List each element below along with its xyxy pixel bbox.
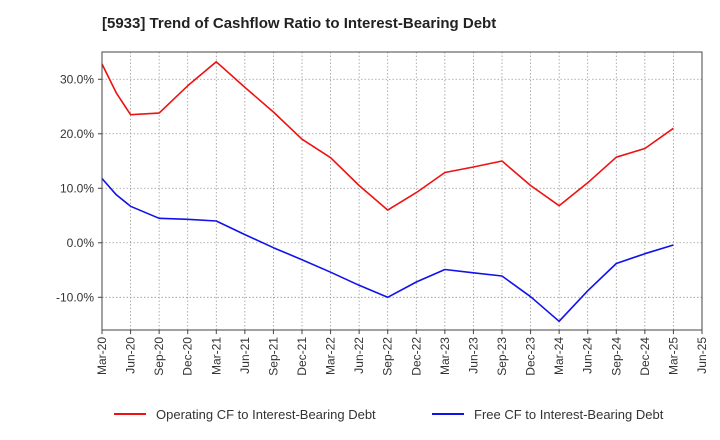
x-tick-label: Sep-20 xyxy=(152,337,166,376)
x-tick-label: Jun-23 xyxy=(466,337,480,374)
series-layer xyxy=(101,61,674,323)
series-line-1 xyxy=(101,61,674,211)
grid-layer xyxy=(102,52,702,330)
x-tick-label: Jun-24 xyxy=(581,337,595,374)
x-tick-label: Sep-23 xyxy=(495,337,509,376)
legend: Operating CF to Interest-Bearing Debt Fre… xyxy=(114,407,664,422)
y-tick-label: 10.0% xyxy=(60,181,94,195)
x-tick-label: Dec-20 xyxy=(181,337,195,376)
y-tick-label: 20.0% xyxy=(60,127,94,141)
x-tick-label: Jun-20 xyxy=(124,337,138,374)
x-tick-label: Jun-21 xyxy=(238,337,252,374)
x-tick-label: Dec-22 xyxy=(409,337,423,376)
y-tick-label: 0.0% xyxy=(67,236,95,250)
x-tick-label: Jun-22 xyxy=(352,337,366,374)
legend-label-2: Free CF to Interest-Bearing Debt xyxy=(474,407,664,422)
x-tick-label: Dec-21 xyxy=(295,337,309,376)
series-line-2 xyxy=(101,177,674,323)
x-tick-label: Mar-24 xyxy=(552,337,566,375)
x-tick-label: Mar-25 xyxy=(666,337,680,375)
axis-layer: -10.0% 0.0% 10.0% 20.0% 30.0% Mar-20 Jun-20 Sep… xyxy=(56,51,709,376)
x-tick-label: Sep-24 xyxy=(609,337,623,376)
chart-title: [5933] Trend of Cashflow Ratio to Intere… xyxy=(102,15,497,32)
x-tick-label: Sep-22 xyxy=(381,337,395,376)
x-tick-label: Mar-21 xyxy=(209,337,223,375)
plot-frame xyxy=(101,51,703,331)
x-tick-label: Dec-24 xyxy=(638,337,652,376)
x-tick-label: Mar-23 xyxy=(438,337,452,375)
x-tick-label: Jun-25 xyxy=(695,337,709,374)
x-tick-label: Sep-21 xyxy=(266,337,280,376)
x-tick-label: Mar-20 xyxy=(95,337,109,375)
x-tick-label: Mar-22 xyxy=(324,337,338,375)
y-tick-label: -10.0% xyxy=(56,290,94,304)
x-tick-label: Dec-23 xyxy=(524,337,538,376)
y-tick-label: 30.0% xyxy=(60,72,94,86)
legend-label-1: Operating CF to Interest-Bearing Debt xyxy=(156,407,376,422)
